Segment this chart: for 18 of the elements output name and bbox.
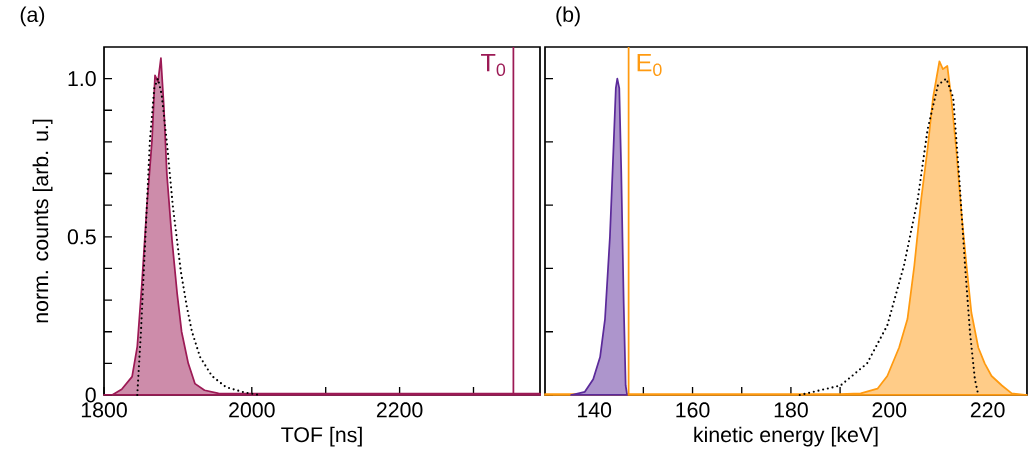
x-axis-title: TOF [ns] [281,426,362,447]
x-tick-label: 220 [970,402,1005,418]
y-tick-label: 1.0 [68,71,96,87]
chart-title: (a) [20,6,45,27]
x-tick-label: 200 [872,402,907,418]
chart-title: (b) [556,6,580,27]
y-axis-title: norm. counts [arb. u.] [32,119,53,323]
x-axis-title: kinetic energy [keV] [694,426,878,447]
x-tick-label: 2000 [229,402,275,418]
x-tick-label: 180 [774,402,808,418]
x-tick-label: 140 [578,402,612,418]
y-tick-label: 0.5 [67,229,96,245]
y-tick-label: 0 [85,387,96,403]
x-tick-label: 2200 [376,402,423,418]
ref-line-label: T$_{0}$ [481,53,506,76]
x-tick-label: 160 [676,402,710,418]
ref-line-label: E$_{0}$ [637,53,662,76]
x-tick-label: 1800 [81,402,127,418]
